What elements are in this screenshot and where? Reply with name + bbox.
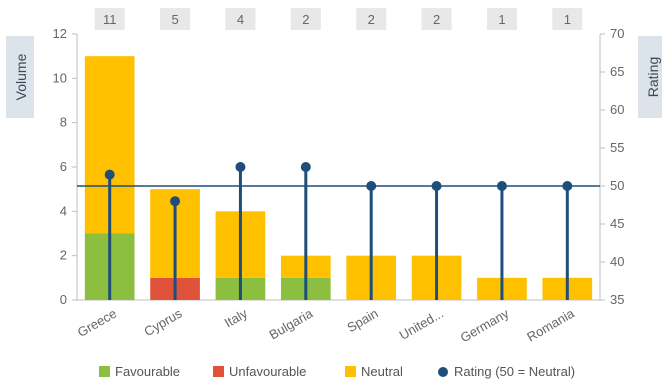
total-label: 4 bbox=[237, 12, 244, 27]
rating-point bbox=[562, 181, 573, 191]
total-label: 2 bbox=[368, 12, 375, 27]
y2-axis-title-box: Rating bbox=[638, 36, 662, 118]
y2-tick-label: 65 bbox=[610, 64, 624, 79]
total-box bbox=[421, 8, 452, 30]
y2-tick-label: 55 bbox=[610, 140, 624, 155]
y2-tick-label: 70 bbox=[610, 26, 624, 41]
y-tick-label: 2 bbox=[60, 248, 67, 263]
total-label: 2 bbox=[302, 12, 309, 27]
total-box bbox=[356, 8, 387, 30]
total-box bbox=[225, 8, 256, 30]
category-label: Bulgaria bbox=[267, 305, 316, 342]
total-box bbox=[486, 8, 517, 30]
y-axis-title: Volume bbox=[13, 53, 29, 100]
rating-point bbox=[170, 196, 181, 207]
rating-point bbox=[235, 162, 246, 172]
total-label: 5 bbox=[171, 12, 178, 27]
category-label: Cyprus bbox=[141, 305, 185, 339]
y-axis-title-box: Volume bbox=[6, 36, 34, 118]
totals-row: 11 5 4 2 2 2 1 1 bbox=[94, 8, 583, 30]
total-box bbox=[94, 8, 125, 30]
rating-point bbox=[300, 162, 311, 172]
legend-label: Favourable bbox=[115, 364, 180, 379]
y2-tick-label: 40 bbox=[610, 254, 624, 269]
legend-label: Unfavourable bbox=[229, 364, 306, 379]
legend-swatch bbox=[99, 366, 110, 377]
y-tick-label: 8 bbox=[60, 115, 67, 130]
y2-tick-label: 35 bbox=[610, 292, 624, 307]
legend-label: Rating (50 = Neutral) bbox=[454, 364, 575, 379]
total-label: 2 bbox=[433, 12, 440, 27]
y-tick-label: 10 bbox=[53, 70, 67, 85]
category-labels: Greece Cyprus Italy Bulgaria Spain United... G… bbox=[75, 305, 578, 345]
y2-tick-label: 50 bbox=[610, 178, 624, 193]
y-tick-label: 6 bbox=[60, 159, 67, 174]
y2-axis-title: Rating bbox=[645, 57, 661, 97]
rating-point bbox=[496, 181, 507, 191]
category-label: Germany bbox=[458, 305, 512, 345]
category-label: Italy bbox=[222, 305, 251, 330]
legend-swatch bbox=[213, 366, 224, 377]
rating-point bbox=[431, 181, 442, 191]
y-tick-label: 12 bbox=[53, 26, 67, 41]
category-label: Romania bbox=[524, 305, 577, 344]
total-box bbox=[290, 8, 321, 30]
total-box bbox=[160, 8, 191, 30]
rating-markers bbox=[104, 162, 573, 300]
bars bbox=[84, 56, 593, 300]
y-axis-right: 35 40 45 50 55 60 65 70 bbox=[600, 26, 624, 307]
rating-point bbox=[104, 169, 115, 180]
category-label: Spain bbox=[344, 306, 380, 336]
y2-tick-label: 60 bbox=[610, 102, 624, 117]
total-box bbox=[552, 8, 583, 30]
category-label: United... bbox=[397, 306, 446, 343]
legend: Favourable Unfavourable Neutral Rating (50 … bbox=[99, 364, 575, 379]
rating-point bbox=[366, 181, 377, 191]
y2-tick-label: 45 bbox=[610, 216, 624, 231]
total-label: 1 bbox=[498, 12, 505, 27]
legend-marker bbox=[438, 367, 448, 377]
y-tick-label: 4 bbox=[60, 203, 67, 218]
total-label: 11 bbox=[103, 12, 117, 27]
total-label: 1 bbox=[564, 12, 571, 27]
y-axis-left: 0 2 4 6 8 10 12 bbox=[53, 26, 77, 307]
category-label: Greece bbox=[75, 306, 119, 340]
y-tick-label: 0 bbox=[60, 292, 67, 307]
legend-label: Neutral bbox=[361, 364, 403, 379]
legend-swatch bbox=[345, 366, 356, 377]
